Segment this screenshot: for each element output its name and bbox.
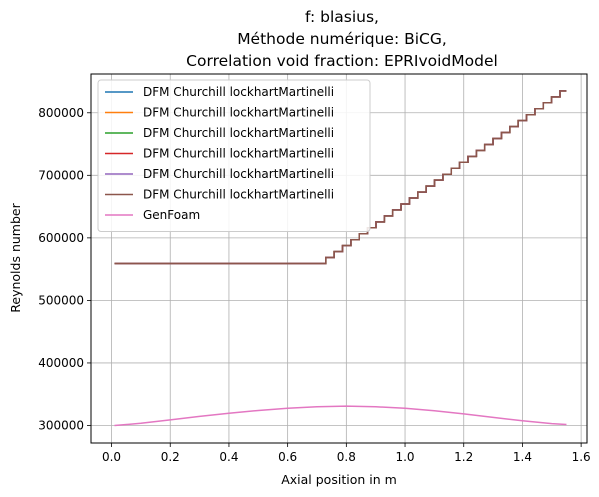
chart-title-line-3: Correlation void fraction: EPRIvoidModel <box>186 52 498 70</box>
x-axis-label: Axial position in m <box>281 472 397 487</box>
x-tick-label: 0.4 <box>219 450 238 464</box>
x-tick-label: 0.0 <box>102 450 121 464</box>
legend-entry-4: DFM Churchill lockhartMartinelli <box>143 147 334 161</box>
series-line-6 <box>114 90 567 265</box>
legend-entry-7: GenFoam <box>143 208 200 222</box>
x-tick-label: 1.2 <box>454 450 473 464</box>
y-tick-label: 700000 <box>38 168 84 182</box>
legend-entry-2: DFM Churchill lockhartMartinelli <box>143 106 334 120</box>
y-tick-label: 300000 <box>38 418 84 432</box>
y-tick-label: 400000 <box>38 356 84 370</box>
legend-entry-1: DFM Churchill lockhartMartinelli <box>143 85 334 99</box>
x-tick-label: 0.8 <box>337 450 356 464</box>
x-tick-label: 1.4 <box>513 450 532 464</box>
legend: DFM Churchill lockhartMartinelli DFM Chur… <box>97 79 371 232</box>
chart-title-line-2: Méthode numérique: BiCG, <box>237 30 447 48</box>
y-tick-label: 500000 <box>38 293 84 307</box>
x-tick-label: 1.0 <box>395 450 414 464</box>
chart-title-line-1: f: blasius, <box>305 8 379 26</box>
x-tick-label: 0.6 <box>278 450 297 464</box>
x-tick-label: 0.2 <box>161 450 180 464</box>
y-tick-label: 600000 <box>38 231 84 245</box>
y-axis-label: Reynolds number <box>8 202 23 312</box>
axes-frame <box>90 73 588 444</box>
legend-entry-3: DFM Churchill lockhartMartinelli <box>143 126 334 140</box>
legend-box <box>97 79 371 232</box>
series-layer <box>114 90 567 427</box>
chart-title: f: blasius, Méthode numérique: BiCG, Cor… <box>186 8 498 70</box>
series-line-7 <box>114 405 567 427</box>
x-tick-label: 1.6 <box>572 450 591 464</box>
legend-entry-5: DFM Churchill lockhartMartinelli <box>143 167 334 181</box>
legend-entry-6: DFM Churchill lockhartMartinelli <box>143 188 334 202</box>
ticks: 0.0 0.2 0.4 0.6 0.8 1.0 1.2 1.4 1.6 300000 400000 5… <box>38 106 590 464</box>
y-tick-label: 800000 <box>38 106 84 120</box>
